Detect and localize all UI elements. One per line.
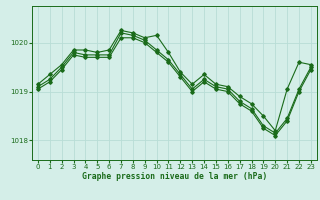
X-axis label: Graphe pression niveau de la mer (hPa): Graphe pression niveau de la mer (hPa)	[82, 172, 267, 181]
